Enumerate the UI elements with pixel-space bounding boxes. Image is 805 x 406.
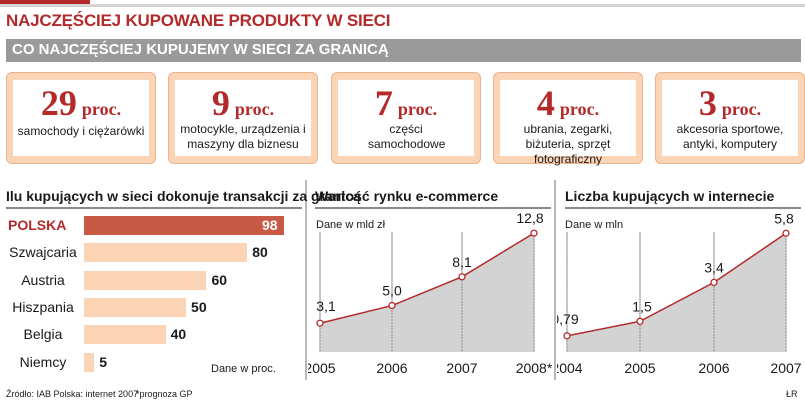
data-point xyxy=(563,332,571,340)
card-value: 7 xyxy=(374,83,393,123)
card-description: ubrania, zegarki, biżuteria, sprzęt foto… xyxy=(523,122,613,166)
card-description: samochody i ciężarówki xyxy=(17,124,145,138)
data-label: 12,8 xyxy=(516,212,543,226)
data-point xyxy=(316,319,324,327)
bar xyxy=(84,352,95,372)
panel-divider xyxy=(554,180,556,380)
stat-card-3: 7 proc. części samochodowe xyxy=(331,72,481,164)
card-description: akcesoria sportowe, antyki, komputery xyxy=(676,122,784,151)
stat-card-2: 9 proc. motocykle, urządzenia i maszyny d… xyxy=(168,72,318,164)
top-rule-gray xyxy=(0,4,805,7)
x-tick-label: 2005 xyxy=(308,360,336,376)
card-value: 4 xyxy=(536,83,555,123)
page-title: NAJCZĘŚCIEJ KUPOWANE PRODUKTY W SIECI xyxy=(6,11,391,30)
bar-chart-title: Ilu kupujących w sieci dokonuje transakc… xyxy=(6,188,361,204)
bar-row: Austria 60 xyxy=(6,270,302,290)
source-note: Źródło: IAB Polska: internet 2007 xyxy=(6,389,139,399)
bar-row: Szwajcaria 80 xyxy=(6,243,302,263)
bar-category-label: Niemcy xyxy=(19,353,67,370)
bar xyxy=(84,297,187,317)
series-line xyxy=(566,232,787,337)
bar xyxy=(84,243,248,263)
x-tick-label: 2006 xyxy=(376,360,407,376)
panel-rule xyxy=(6,207,302,209)
bar-value-label: 60 xyxy=(211,271,228,288)
bar-category-label: Szwajcaria xyxy=(9,244,77,261)
data-label: 5,8 xyxy=(774,212,794,226)
bar-category-label: Austria xyxy=(21,271,65,288)
data-point xyxy=(388,301,396,310)
data-point xyxy=(636,317,644,325)
card-value: 29 xyxy=(40,83,77,123)
area-fill xyxy=(320,233,534,352)
card-description: części samochodowe xyxy=(368,122,446,151)
bar-row: Belgia 40 xyxy=(6,325,302,345)
data-point xyxy=(458,273,466,281)
data-label: 3,1 xyxy=(316,298,336,314)
card-unit: proc. xyxy=(397,99,438,119)
x-tick-label: 2007 xyxy=(770,360,801,376)
bar-unit-note: Dane w proc. xyxy=(211,363,276,375)
author-credit: ŁR xyxy=(786,389,798,399)
card-unit: proc. xyxy=(234,99,275,119)
stat-card-1: 29 proc. samochody i ciężarówki xyxy=(6,72,156,164)
panel-rule xyxy=(565,207,801,209)
x-tick-label: 2008* xyxy=(516,360,552,376)
page-subtitle: CO NAJCZĘŚCIEJ KUPUJEMY W SIECI ZA GRANI… xyxy=(12,41,389,58)
bar xyxy=(84,325,166,345)
bar-value-label: 80 xyxy=(252,244,268,261)
stat-card-4: 4 proc. ubrania, zegarki, biżuteria, sprz… xyxy=(493,72,643,166)
data-label: 3,4 xyxy=(704,259,724,275)
data-label: 5,0 xyxy=(382,283,402,299)
card-description: motocykle, urządzenia i maszyny dla bizn… xyxy=(180,122,306,151)
ecommerce-chart-title: Wartość rynku e-commerce xyxy=(315,188,499,204)
bar-row: Niemcy 5 xyxy=(6,352,302,372)
bar-row: Hiszpania 50 xyxy=(6,297,302,317)
x-tick-label: 2006 xyxy=(698,360,729,376)
buyers-area-chart: 0,79 1,5 3,4 5,8 2004 2005 2006 2007 Dane w mln xyxy=(557,212,802,376)
bar-value-label: 50 xyxy=(191,298,207,315)
card-unit: proc. xyxy=(721,99,762,119)
bar-category-label: Belgia xyxy=(23,326,63,343)
card-value: 9 xyxy=(211,83,230,123)
bar-value-label: 98 xyxy=(262,217,278,233)
subtitle-bar: CO NAJCZĘŚCIEJ KUPUJEMY W SIECI ZA GRANI… xyxy=(6,39,801,62)
x-tick-label: 2007 xyxy=(446,360,477,376)
unit-note: Dane w mln xyxy=(565,219,623,231)
forecast-note: *prognoza GP xyxy=(136,389,193,399)
panel-divider xyxy=(305,180,307,380)
area-fill xyxy=(567,233,786,352)
card-value: 3 xyxy=(698,83,717,123)
top-rule-accent xyxy=(0,0,90,4)
card-unit: proc. xyxy=(81,99,122,119)
bar-value-label: 40 xyxy=(170,326,187,343)
data-point xyxy=(710,278,718,287)
data-label: 0,79 xyxy=(557,311,579,327)
bar-category-label: Hiszpania xyxy=(12,298,74,315)
top-rule xyxy=(0,0,805,8)
panel-rule xyxy=(315,207,551,209)
bar-category-label: POLSKA xyxy=(8,217,67,233)
x-tick-label: 2005 xyxy=(624,360,655,376)
stat-card-5: 3 proc. akcesoria sportowe, antyki, kompu… xyxy=(655,72,805,164)
data-label: 8,1 xyxy=(452,254,472,270)
bar-row: POLSKA 98 xyxy=(6,216,302,235)
data-label: 1,5 xyxy=(632,298,652,314)
unit-note: Dane w mld zł xyxy=(316,219,386,231)
series-line xyxy=(319,232,535,324)
buyers-chart-title: Liczba kupujących w internecie xyxy=(565,188,775,204)
bar-value-label: 5 xyxy=(99,353,107,370)
data-point xyxy=(530,229,538,237)
card-unit: proc. xyxy=(559,99,600,119)
bar xyxy=(84,216,284,235)
x-tick-label: 2004 xyxy=(557,360,583,376)
data-point xyxy=(782,229,790,237)
ecommerce-area-chart: 3,1 5,0 8,1 12,8 2005 2006 2007 2008* Dane w mld… xyxy=(308,212,552,376)
bar xyxy=(84,270,207,290)
